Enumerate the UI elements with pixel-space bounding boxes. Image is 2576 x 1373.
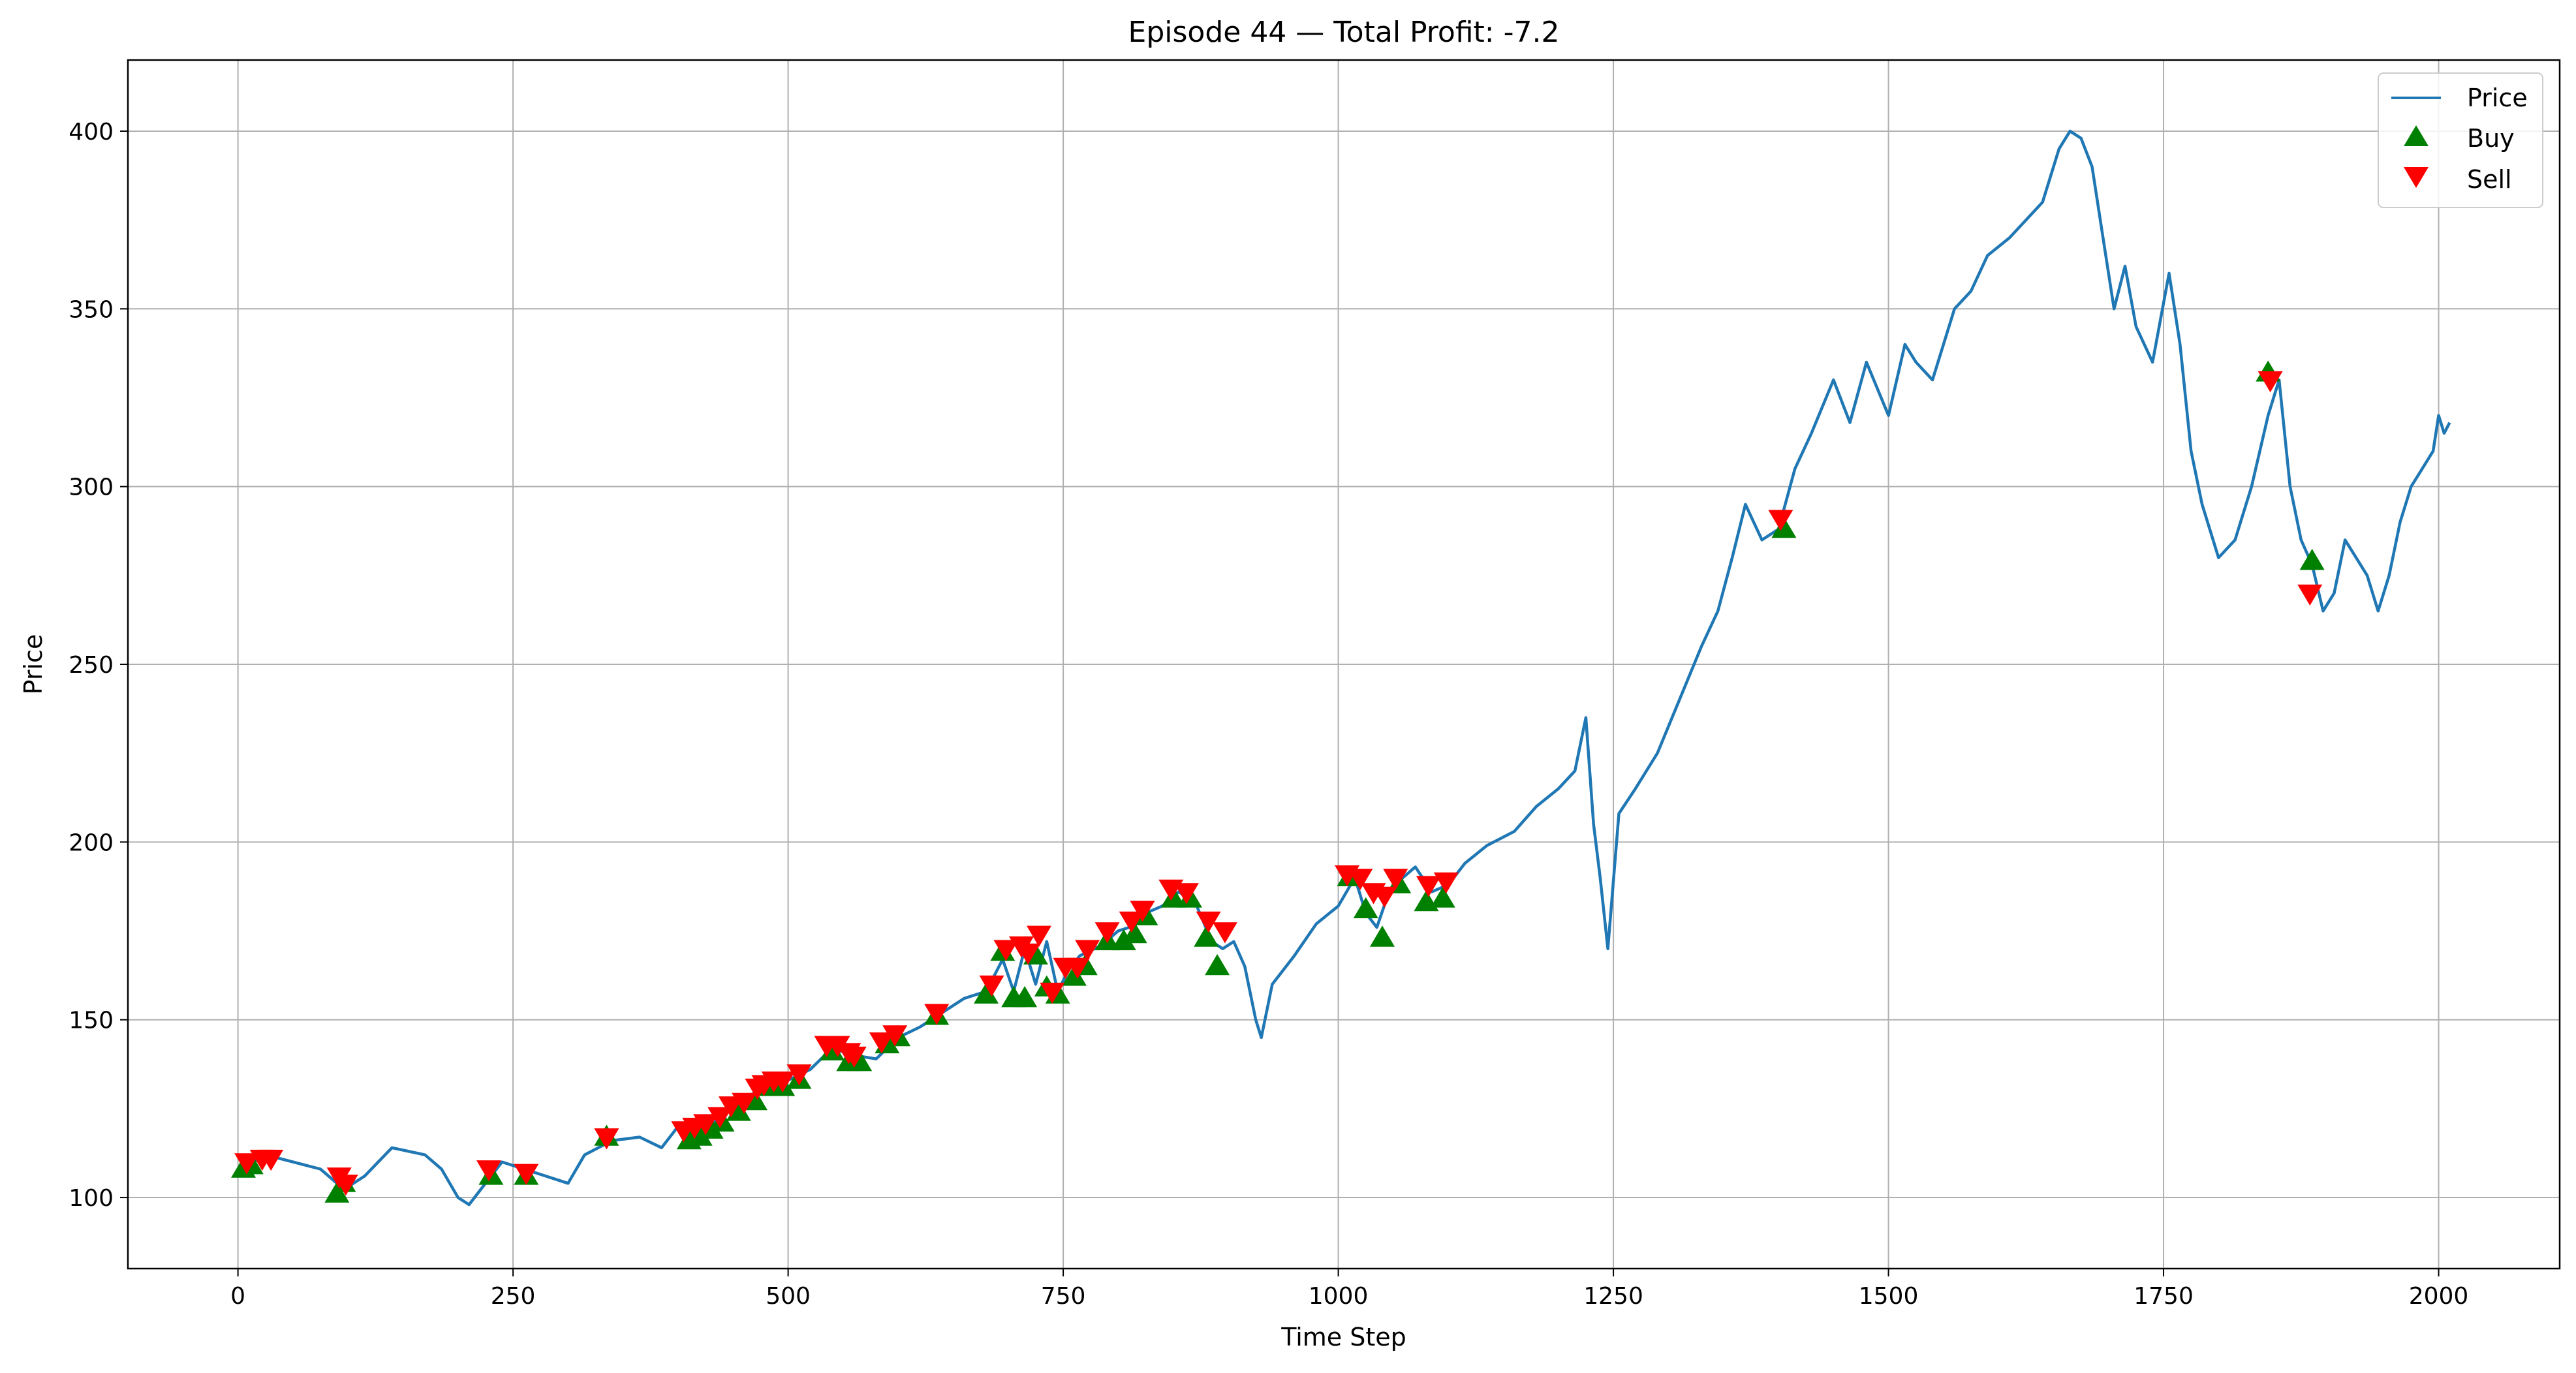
- x-tick-label: 1000: [1309, 1283, 1369, 1310]
- x-tick-label: 250: [491, 1283, 536, 1310]
- y-axis-label: Price: [19, 634, 48, 695]
- sell-marker: [476, 1160, 501, 1182]
- buy-marker: [1205, 954, 1230, 976]
- sell-marker: [1119, 911, 1144, 933]
- sell-marker: [594, 1128, 619, 1150]
- buy-marker: [1194, 925, 1219, 947]
- sell-marker: [732, 1092, 757, 1114]
- sell-marker: [993, 940, 1019, 961]
- sell-marker: [1016, 943, 1041, 965]
- sell-marker: [1064, 957, 1090, 979]
- x-tick-label: 750: [1041, 1283, 1086, 1310]
- buy-marker: [687, 1124, 713, 1146]
- buy-marker: [324, 1181, 350, 1203]
- sell-marker: [1075, 940, 1100, 961]
- sell-marker: [1433, 872, 1459, 894]
- x-tick-label: 1500: [1859, 1283, 1919, 1310]
- tick-layer: 0 250 500 750 1000 1250 1500 1750 2000 100 150 200 2…: [69, 119, 2468, 1310]
- sell-marker: [1768, 510, 1793, 531]
- legend-label-buy: Buy: [2467, 124, 2515, 153]
- buy-marker: [1160, 886, 1186, 908]
- x-tick-label: 500: [766, 1283, 811, 1310]
- sell-marker: [2258, 371, 2283, 393]
- buy-marker: [974, 982, 999, 1004]
- sell-marker: [1130, 901, 1155, 922]
- sell-marker: [258, 1149, 284, 1171]
- sell-marker: [514, 1164, 539, 1185]
- y-tick-label: 250: [69, 652, 114, 679]
- sell-marker: [1348, 869, 1373, 890]
- legend-label-sell: Sell: [2467, 165, 2512, 194]
- buy-marker: [1370, 925, 1395, 947]
- sell-marker: [707, 1107, 733, 1128]
- sell-marker: [1383, 869, 1408, 890]
- y-tick-label: 150: [69, 1008, 114, 1034]
- buy-marker: [1353, 897, 1378, 919]
- x-tick-label: 1750: [2134, 1283, 2194, 1310]
- grid-layer: [128, 60, 2560, 1269]
- legend-label-price: Price: [2467, 84, 2528, 112]
- buy-marker: [1771, 517, 1797, 538]
- sell-marker: [979, 975, 1004, 997]
- sell-marker: [1416, 876, 1441, 897]
- legend-sell-marker: [2404, 167, 2429, 188]
- sell-marker: [1173, 883, 1199, 904]
- sell-marker: [1196, 911, 1221, 933]
- sell-marker: [1212, 922, 1237, 944]
- x-axis-label: Time Step: [1280, 1323, 1406, 1351]
- buy-marker: [1061, 964, 1087, 986]
- x-tick-label: 2000: [2409, 1283, 2469, 1310]
- sell-marker: [693, 1114, 719, 1135]
- y-tick-label: 100: [69, 1185, 114, 1212]
- sell-marker: [2297, 584, 2323, 606]
- legend: Price Buy Sell: [2378, 72, 2543, 208]
- sell-marker: [234, 1153, 260, 1175]
- buy-marker: [726, 1100, 751, 1121]
- y-tick-label: 400: [69, 119, 114, 146]
- y-tick-label: 300: [69, 474, 114, 501]
- sell-marker: [1026, 925, 1051, 947]
- sell-marker: [825, 1036, 850, 1057]
- buy-marker: [1122, 921, 1147, 944]
- buy-marker: [1430, 886, 1455, 908]
- sell-marker: [1372, 886, 1397, 908]
- sell-marker: [770, 1072, 796, 1093]
- sell-marker: [869, 1032, 894, 1054]
- sell-marker: [1094, 922, 1120, 944]
- x-tick-label: 1250: [1583, 1283, 1643, 1310]
- sell-marker: [882, 1025, 908, 1047]
- y-tick-label: 200: [69, 829, 114, 856]
- sell-marker: [333, 1174, 358, 1196]
- buy-marker: [1111, 929, 1136, 951]
- sell-marker: [841, 1046, 867, 1068]
- plot-layer: [231, 129, 2451, 1207]
- buy-marker: [2299, 549, 2325, 570]
- sell-marker: [924, 1004, 950, 1025]
- chart-title: Episode 44 — Total Profit: -7.2: [1128, 16, 1560, 49]
- y-tick-label: 350: [69, 296, 114, 323]
- legend-buy-marker: [2404, 125, 2429, 146]
- sell-marker: [786, 1064, 812, 1086]
- sell-marker: [1040, 982, 1065, 1004]
- buy-marker: [1012, 986, 1038, 1008]
- x-tick-label: 0: [230, 1283, 245, 1310]
